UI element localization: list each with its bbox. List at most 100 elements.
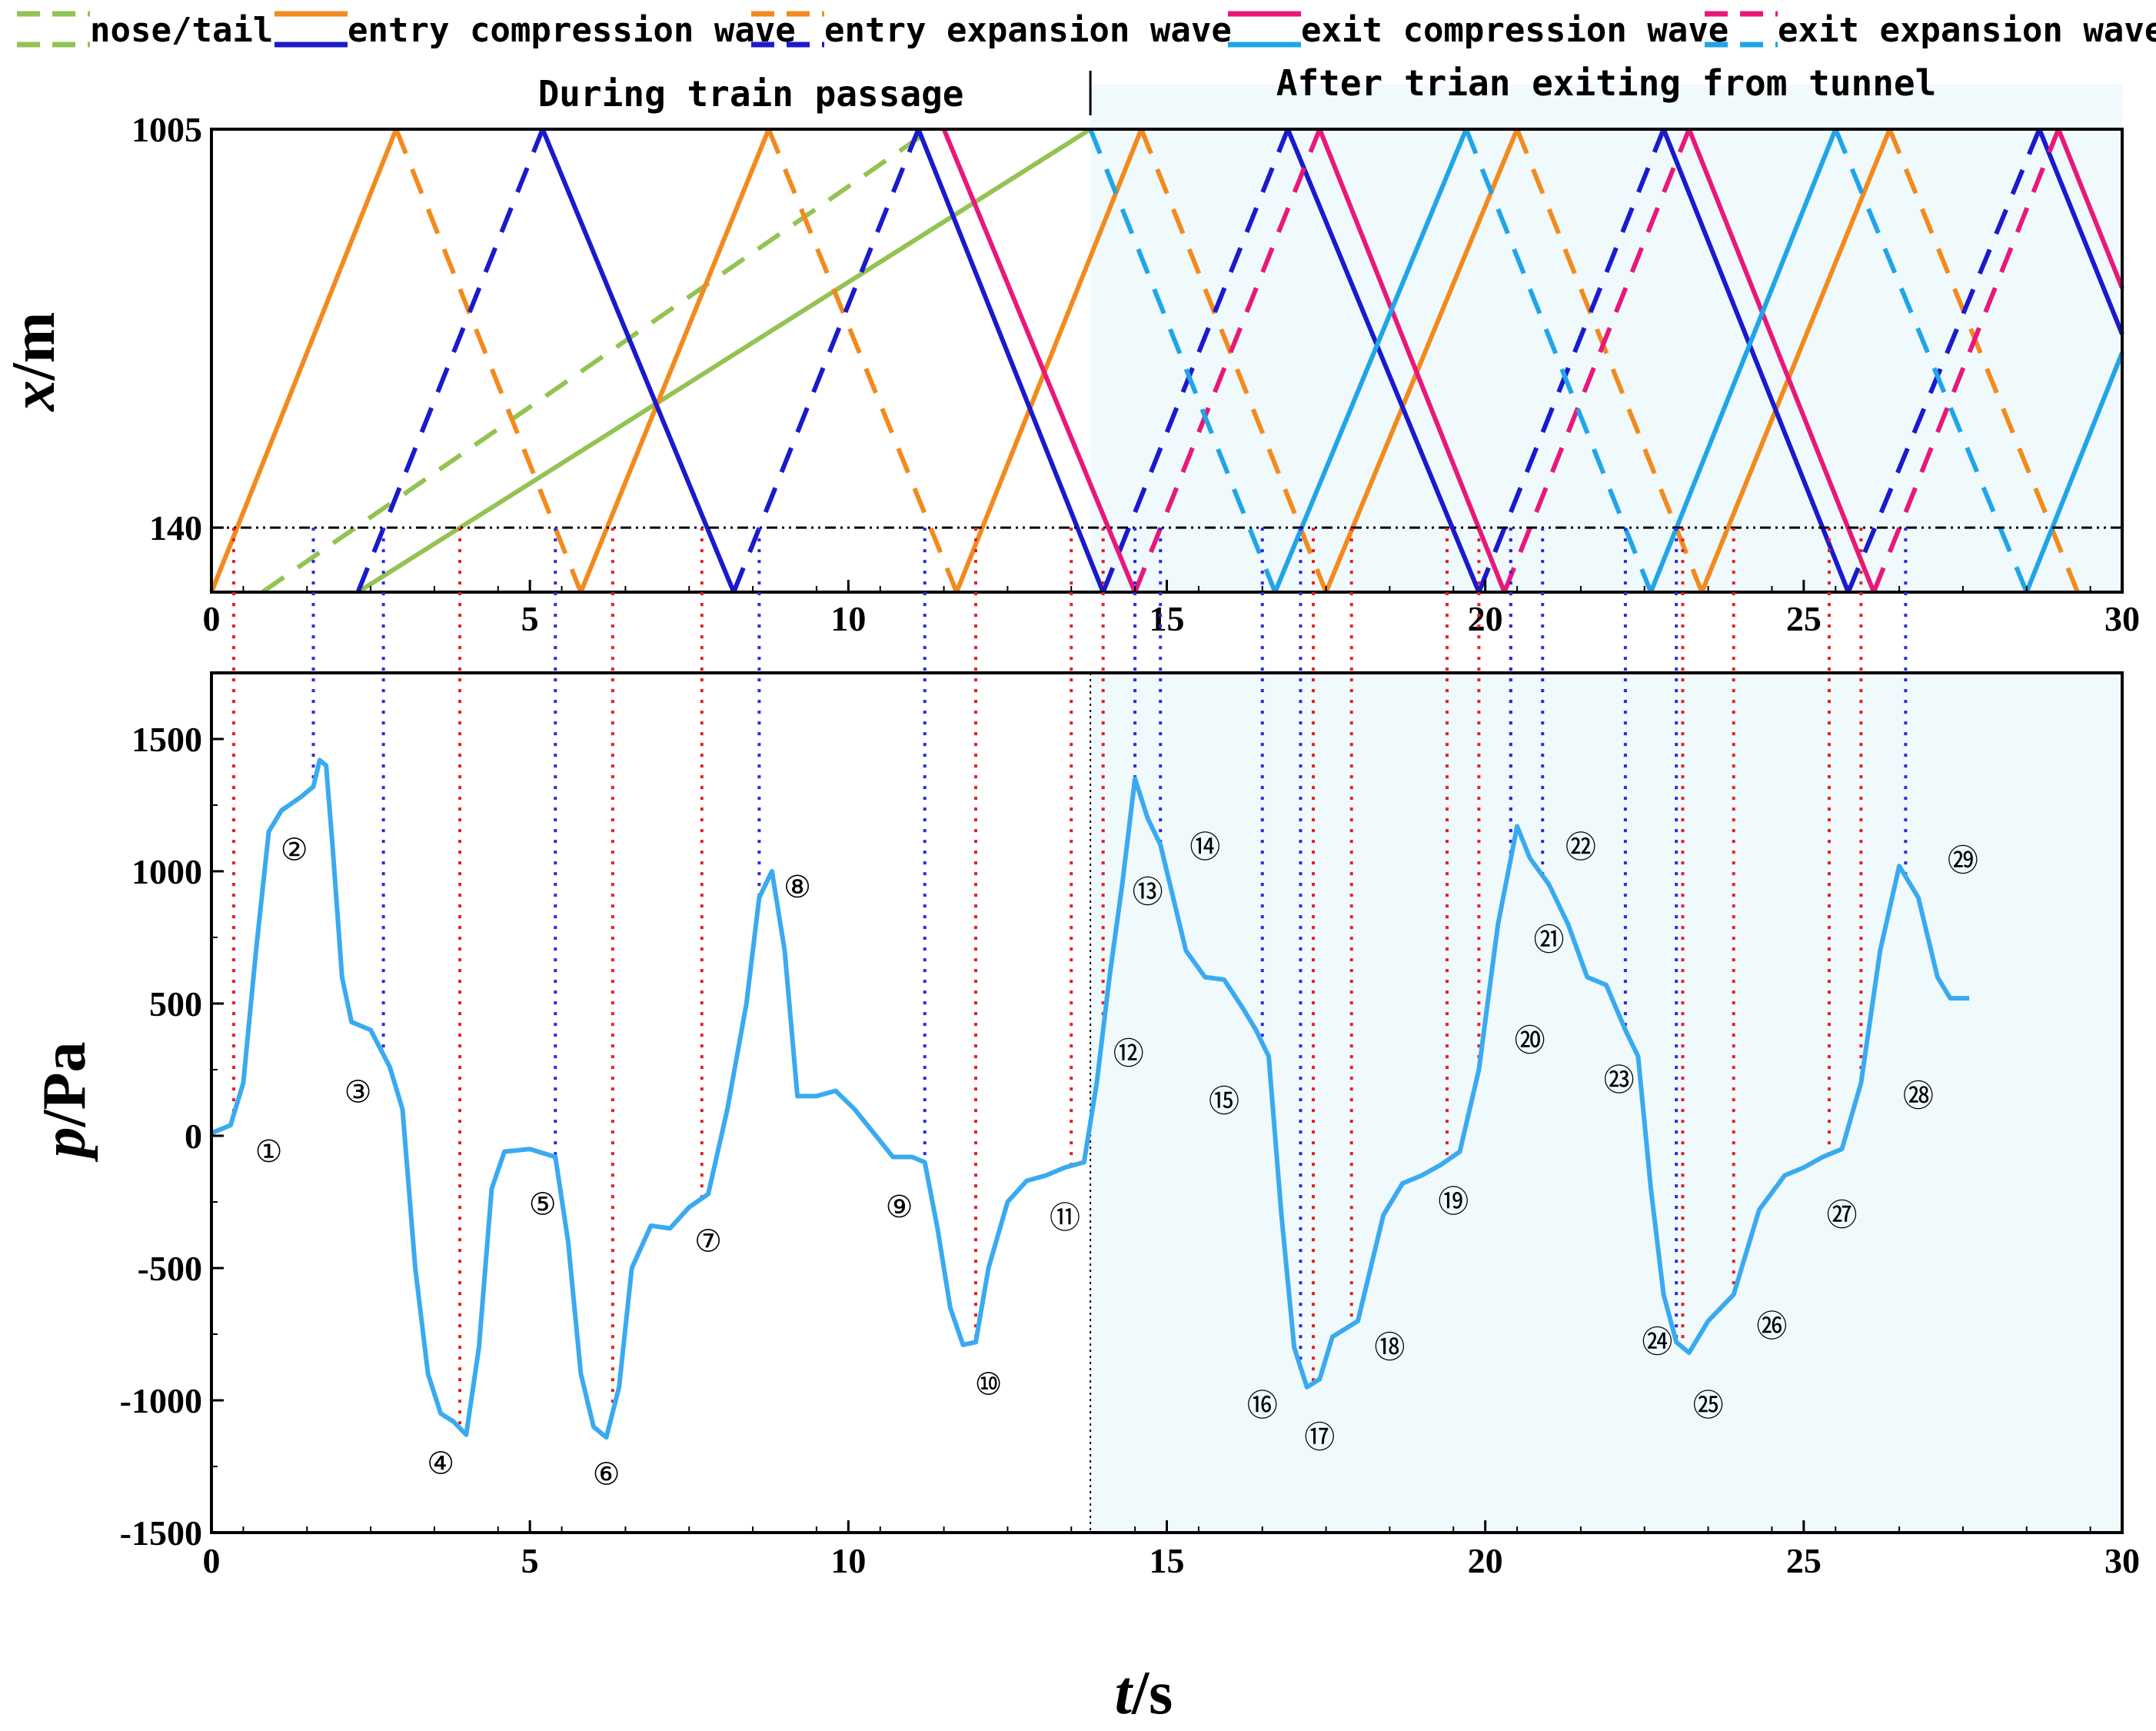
bottom-y-axis-label-var: p bbox=[31, 1127, 98, 1163]
top-series-line-32 bbox=[1649, 128, 1838, 594]
legend-label-0: nose/tail bbox=[90, 11, 273, 50]
top-series-line-13 bbox=[540, 128, 737, 594]
after-exit-shading-bottom bbox=[1090, 673, 2122, 1533]
top-y-axis-label-var: x bbox=[0, 380, 68, 411]
annotation-marker-3: ③ bbox=[344, 1074, 372, 1109]
annotation-marker-21: ㉑ bbox=[1534, 923, 1565, 957]
bottom-x-tick-label-5: 25 bbox=[1786, 1541, 1822, 1580]
pressure-curve bbox=[210, 757, 1970, 1440]
top-y-tick-label-0: 140 bbox=[149, 508, 202, 548]
annotation-marker-10: ⑩ bbox=[975, 1366, 1003, 1401]
annotation-marker-5: ⑤ bbox=[529, 1187, 557, 1222]
top-panel-series bbox=[209, 127, 2124, 594]
bottom-y-tick-label-2: -500 bbox=[138, 1249, 202, 1288]
annotation-marker-26: ㉖ bbox=[1756, 1309, 1787, 1343]
bottom-x-tick-label-3: 15 bbox=[1150, 1541, 1185, 1580]
bottom-x-axis-label-unit: /s bbox=[1131, 1659, 1173, 1727]
annotation-marker-13: ⑬ bbox=[1133, 875, 1163, 910]
annotation-marker-7: ⑦ bbox=[694, 1224, 722, 1259]
bottom-x-tick-label-2: 10 bbox=[830, 1541, 866, 1580]
annotation-marker-1: ① bbox=[255, 1134, 283, 1169]
annotation-marker-6: ⑥ bbox=[593, 1456, 621, 1491]
top-series-line-30 bbox=[1273, 128, 1469, 594]
bottom-x-tick-label-1: 5 bbox=[521, 1541, 539, 1580]
top-series-line-12 bbox=[355, 128, 545, 594]
top-series-line-26 bbox=[1686, 128, 1876, 594]
top-y-axis-label: x/m bbox=[0, 312, 68, 412]
top-series-line-15 bbox=[916, 128, 1106, 594]
annotation-marker-16: ⑯ bbox=[1247, 1388, 1278, 1423]
top-x-tick-label-0: 0 bbox=[203, 599, 221, 638]
top-series-line-28 bbox=[2056, 128, 2124, 289]
top-series-line-22 bbox=[941, 128, 1137, 594]
top-series-line-1 bbox=[261, 127, 933, 594]
marker-guide-lines bbox=[231, 528, 1908, 1429]
annotation-marker-8: ⑧ bbox=[784, 870, 811, 904]
bottom-y-tick-label-4: 500 bbox=[149, 984, 202, 1024]
legend-label-3: exit compression wave bbox=[1301, 11, 1728, 50]
legend-label-1: entry compression wave bbox=[348, 11, 796, 50]
top-series-line-2 bbox=[209, 128, 399, 594]
top-series-line-0 bbox=[356, 127, 1092, 594]
bottom-x-axis-label-var: t bbox=[1115, 1659, 1134, 1727]
top-series-line-14 bbox=[731, 128, 921, 594]
annotation-marker-15: ⑮ bbox=[1209, 1084, 1239, 1118]
top-x-tick-label-1: 5 bbox=[521, 599, 539, 638]
top-series-line-6 bbox=[954, 128, 1144, 594]
bottom-x-axis-label: t/s bbox=[1115, 1659, 1173, 1727]
legend-label-2: entry expansion wave bbox=[824, 11, 1232, 50]
top-series-line-19 bbox=[1661, 128, 1851, 594]
legend-label-4: exit expansion wave bbox=[1778, 11, 2156, 50]
top-series-line-24 bbox=[1317, 128, 1507, 594]
top-y-axis-label-unit: /m bbox=[0, 312, 68, 381]
annotation-marker-4: ④ bbox=[427, 1446, 454, 1481]
annotation-marker-20: ⑳ bbox=[1515, 1023, 1545, 1057]
annotation-marker-23: ㉓ bbox=[1604, 1063, 1635, 1097]
annotation-marker-2: ② bbox=[281, 833, 308, 867]
annotation-marker-17: ⑰ bbox=[1304, 1420, 1335, 1454]
bottom-y-tick-label-6: 1500 bbox=[131, 720, 202, 759]
annotation-marker-22: ㉒ bbox=[1565, 830, 1596, 864]
legend: nose/tail entry compression wave entry exp… bbox=[17, 11, 2156, 50]
top-series-line-10 bbox=[1699, 128, 1892, 594]
annotation-marker-14: ⑭ bbox=[1189, 830, 1220, 864]
bottom-y-tick-label-0: -1500 bbox=[120, 1513, 202, 1553]
annotation-marker-27: ㉗ bbox=[1827, 1197, 1858, 1232]
bottom-x-tick-label-6: 30 bbox=[2104, 1541, 2140, 1580]
top-x-tick-label-4: 20 bbox=[1468, 599, 1503, 638]
bottom-y-axis-label-unit: /Pa bbox=[31, 1041, 98, 1127]
top-series-line-21 bbox=[2037, 128, 2124, 335]
top-panel-axes: 0 5 10 15 20 25 30 140 1005 bbox=[131, 110, 2140, 638]
annotation-marker-12: ⑫ bbox=[1113, 1036, 1144, 1070]
bottom-y-tick-label-3: 0 bbox=[185, 1117, 202, 1156]
region-label-during: During train passage bbox=[538, 73, 964, 115]
bottom-y-tick-label-1: -1000 bbox=[120, 1381, 202, 1420]
top-series-line-4 bbox=[578, 128, 771, 594]
top-series-line-3 bbox=[394, 128, 584, 594]
bottom-x-tick-label-0: 0 bbox=[203, 1541, 221, 1580]
annotation-marker-11: ⑪ bbox=[1050, 1200, 1080, 1235]
region-label-after: After trian exiting from tunnel bbox=[1276, 62, 1937, 104]
bottom-y-tick-label-5: 1000 bbox=[131, 852, 202, 891]
top-x-tick-label-6: 30 bbox=[2104, 599, 2140, 638]
annotation-marker-9: ⑨ bbox=[886, 1190, 913, 1224]
annotation-marker-19: ⑲ bbox=[1438, 1184, 1469, 1219]
top-series-line-8 bbox=[1323, 128, 1519, 594]
bottom-x-tick-label-4: 20 bbox=[1468, 1541, 1503, 1580]
top-series-line-17 bbox=[1286, 128, 1482, 594]
annotation-marker-28: ㉘ bbox=[1903, 1079, 1934, 1113]
annotation-marker-24: ㉔ bbox=[1642, 1324, 1672, 1359]
bottom-y-axis-label: p/Pa bbox=[31, 1041, 98, 1162]
top-y-tick-label-1: 1005 bbox=[131, 110, 202, 149]
annotation-marker-25: ㉕ bbox=[1693, 1388, 1724, 1423]
top-x-tick-label-3: 15 bbox=[1150, 599, 1185, 638]
top-x-tick-label-2: 10 bbox=[830, 599, 866, 638]
annotation-marker-18: ⑱ bbox=[1374, 1330, 1405, 1364]
top-series-line-5 bbox=[767, 128, 959, 594]
bottom-panel-axes: 0 5 10 15 20 25 30 -1500 -1000 -500 0 500 1000 1500 bbox=[120, 720, 2140, 1580]
top-series-line-34 bbox=[2024, 351, 2124, 594]
annotation-marker-29: ㉙ bbox=[1948, 843, 1978, 877]
top-x-tick-label-5: 25 bbox=[1786, 599, 1822, 638]
